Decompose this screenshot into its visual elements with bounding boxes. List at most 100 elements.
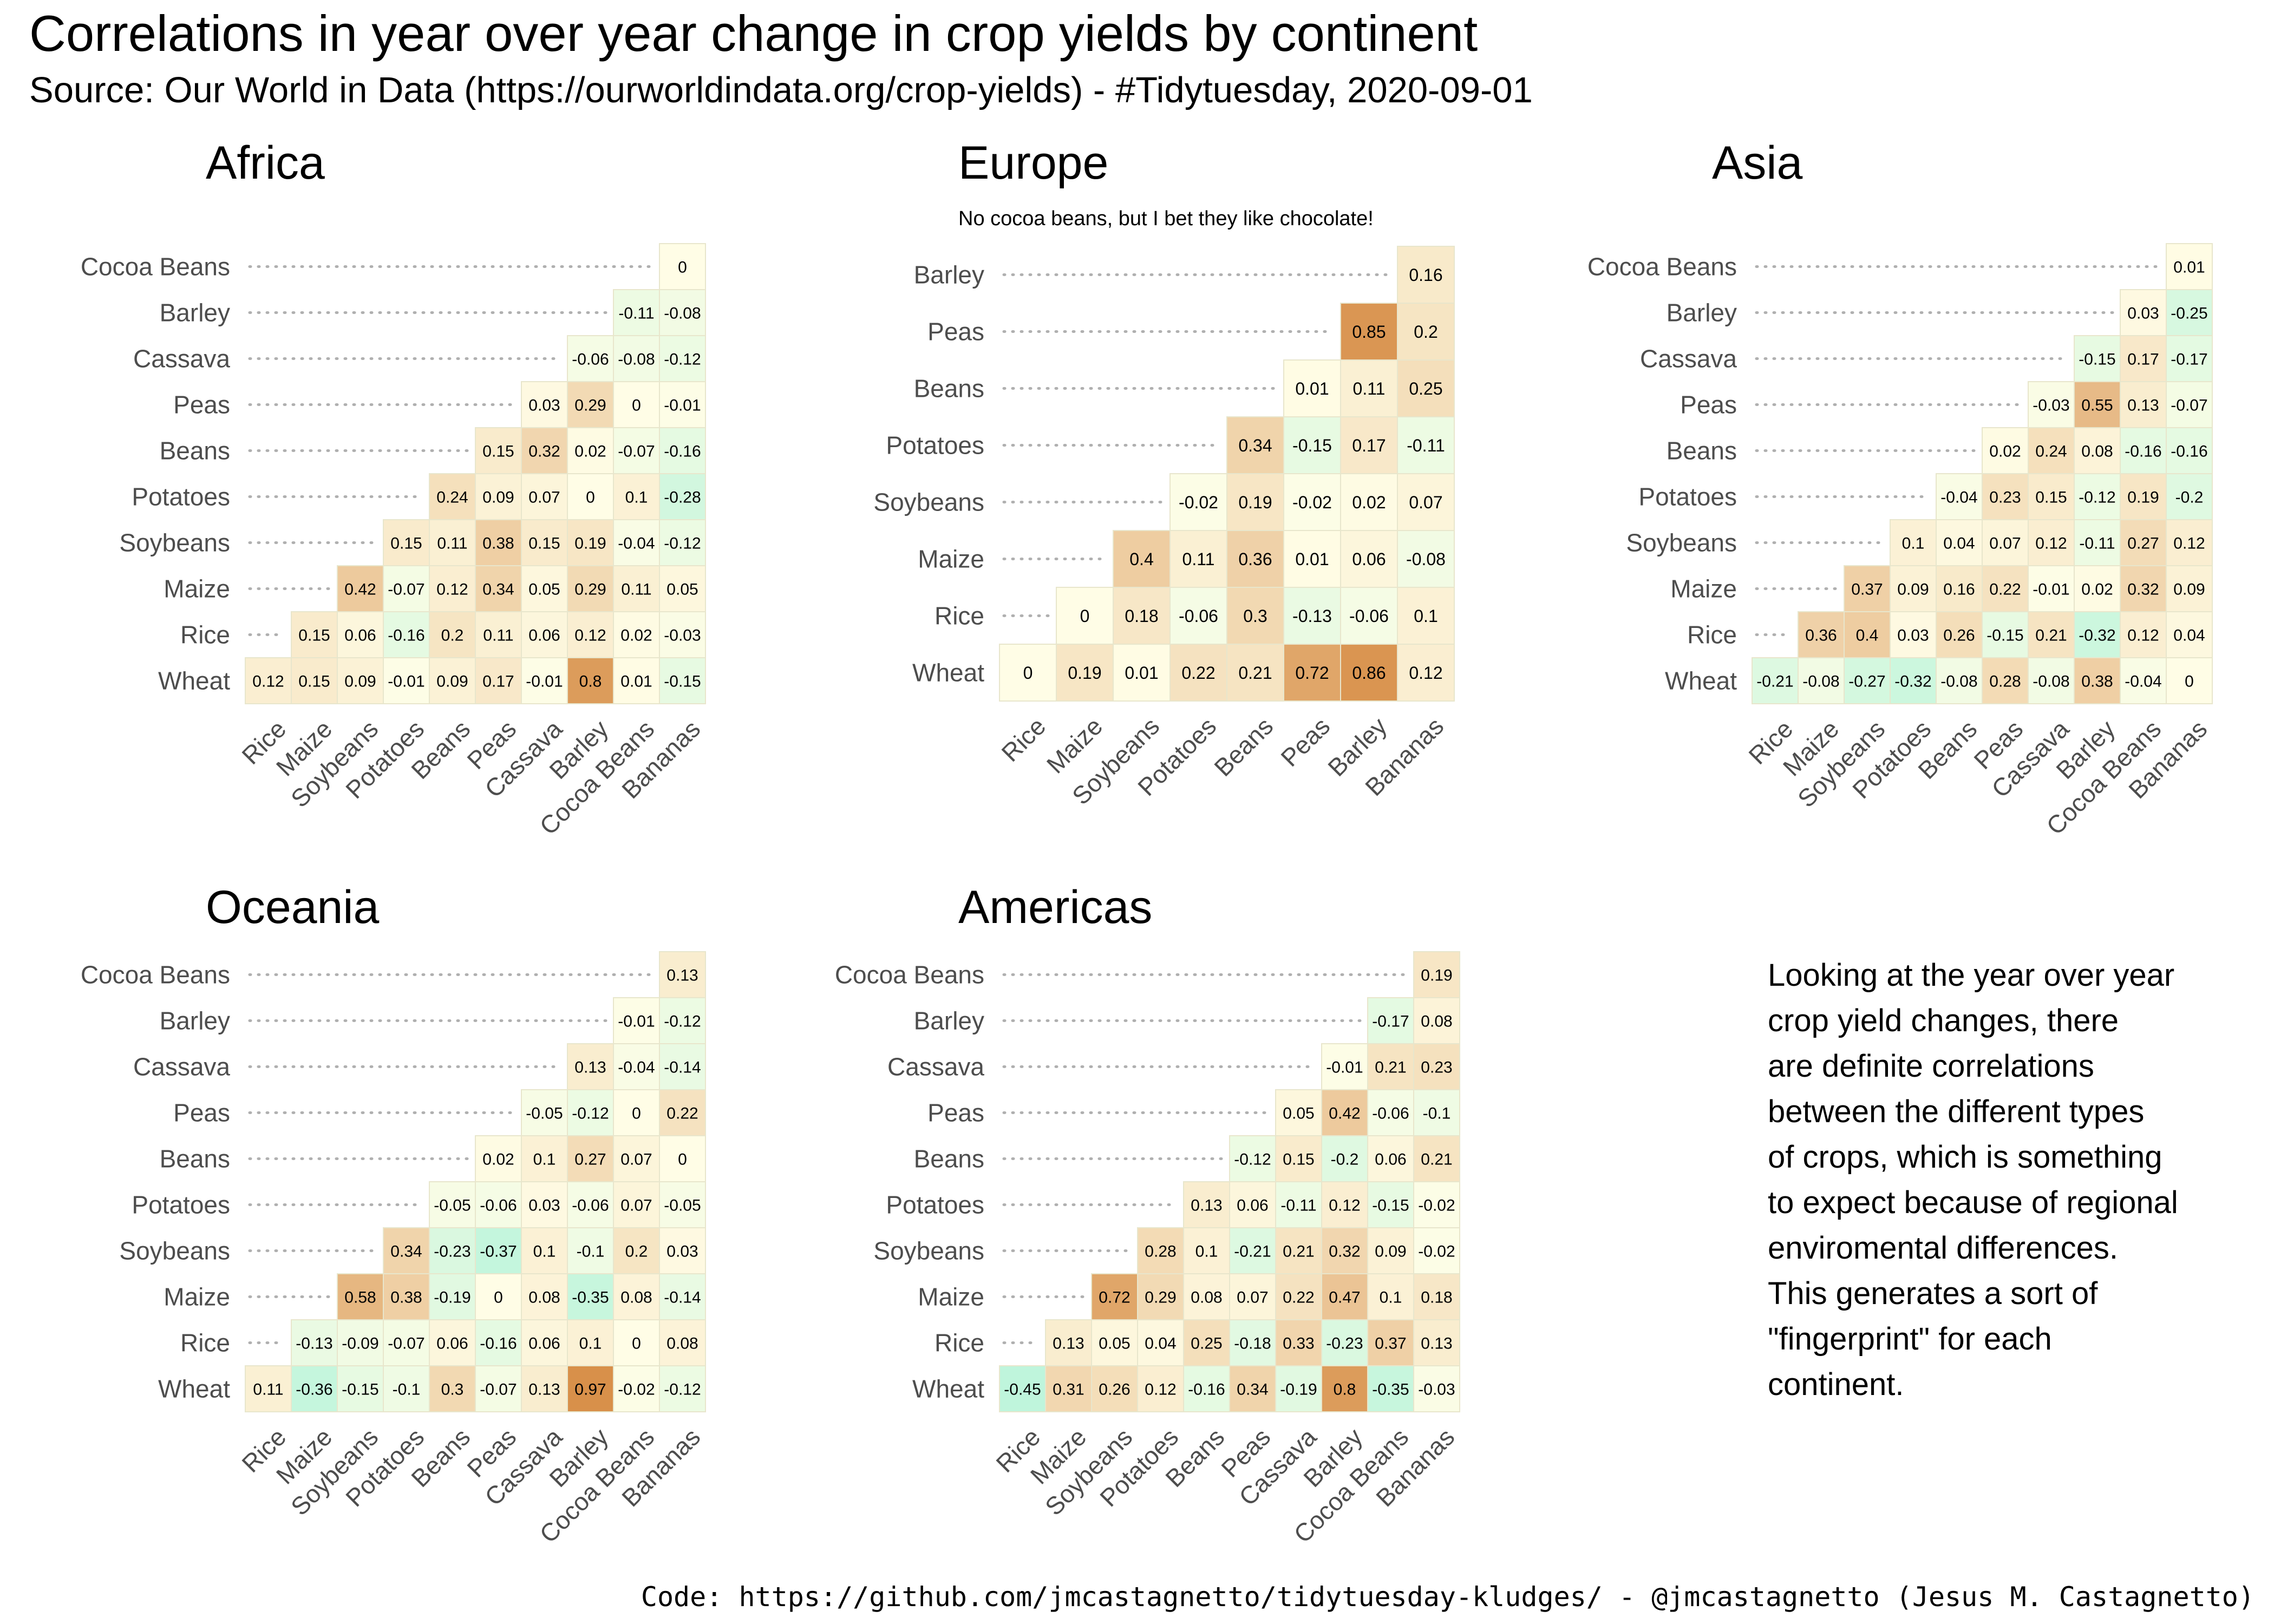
cell-value: -0.17 — [1372, 1012, 1409, 1030]
heatmap-cell — [1936, 565, 1983, 612]
heatmap-cell — [1936, 611, 1983, 658]
cell-value: 0.28 — [1145, 1242, 1176, 1260]
row-label: Peas — [927, 1099, 984, 1127]
cell-value: -0.18 — [1234, 1334, 1271, 1352]
cell-value: 0.1 — [625, 488, 648, 506]
row-label: Peas — [173, 391, 230, 419]
row-label: Barley — [914, 261, 984, 289]
cell-value: 0.29 — [574, 580, 606, 598]
row-label: Potatoes — [886, 431, 984, 460]
cell-value: -0.2 — [1331, 1150, 1359, 1168]
cell-value: 0.23 — [1989, 488, 2021, 506]
cell-value: 0.26 — [1943, 626, 1975, 644]
panel-title: Africa — [206, 137, 325, 189]
heatmap-cell — [521, 1135, 568, 1182]
heatmap-cell — [1798, 657, 1845, 704]
cell-value: 0.02 — [1989, 442, 2021, 460]
cell-value: 0.15 — [390, 534, 422, 552]
heatmap-cell — [383, 657, 430, 704]
cell-value: 0.05 — [1283, 1104, 1314, 1122]
cell-value: 0.21 — [1283, 1242, 1314, 1260]
cell-value: 0.19 — [1068, 663, 1101, 683]
cell-value: -0.08 — [664, 304, 701, 322]
cell-value: -0.15 — [1372, 1196, 1409, 1214]
cell-value: 0 — [2185, 672, 2194, 690]
heatmap-cell — [1982, 473, 2029, 520]
heatmap-cell — [659, 951, 706, 998]
heatmap-cell — [613, 1365, 660, 1412]
heatmap-cell — [659, 611, 706, 658]
heatmap-cell — [1752, 657, 1799, 704]
cell-value: -0.16 — [2171, 442, 2207, 460]
cell-value: -0.08 — [1802, 672, 1839, 690]
cell-value: 0.37 — [1851, 580, 1883, 598]
cell-value: 0 — [632, 1334, 641, 1352]
heatmap-cell — [2120, 519, 2167, 566]
cell-value: -0.01 — [388, 672, 424, 690]
cell-value: 0.72 — [1099, 1288, 1130, 1306]
heatmap-cell — [999, 644, 1057, 702]
heatmap-cell — [1056, 587, 1114, 645]
cell-value: 0.1 — [1414, 606, 1437, 626]
row-label: Peas — [927, 318, 984, 346]
cell-value: -0.36 — [296, 1380, 332, 1398]
cell-value: 0.12 — [2035, 534, 2067, 552]
heatmap-cell — [567, 657, 614, 704]
heatmap-cell — [659, 1319, 706, 1366]
cell-value: -0.06 — [572, 350, 609, 368]
heatmap-cell — [613, 611, 660, 658]
heatmap-cell — [1413, 1181, 1460, 1228]
cell-value: -0.15 — [1292, 436, 1332, 455]
row-label: Barley — [160, 299, 230, 327]
cell-value: 0.12 — [2173, 534, 2205, 552]
cell-value: 0.18 — [1125, 606, 1158, 626]
heatmap-cell — [2028, 519, 2075, 566]
cell-value: 0.13 — [574, 1058, 606, 1076]
heatmap-cell — [1340, 644, 1398, 702]
cell-value: 0.27 — [574, 1150, 606, 1168]
cell-value: 0.06 — [344, 626, 376, 644]
cell-value: 0.06 — [1237, 1196, 1268, 1214]
cell-value: 0.18 — [1421, 1288, 1452, 1306]
row-label: Wheat — [158, 667, 230, 695]
heatmap-cell — [567, 1319, 614, 1366]
cell-value: -0.01 — [1326, 1058, 1363, 1076]
heatmap-cell — [613, 381, 660, 428]
cell-value: -0.12 — [572, 1104, 609, 1122]
cell-value: 0.86 — [1352, 663, 1386, 683]
cell-value: 0.47 — [1329, 1288, 1360, 1306]
cell-value: 0.05 — [666, 580, 698, 598]
cell-value: 0.15 — [528, 534, 560, 552]
cell-value: -0.12 — [1234, 1150, 1271, 1168]
cell-value: 0.15 — [298, 626, 330, 644]
heatmap-cell — [1045, 1365, 1092, 1412]
column-label: Beans — [1208, 712, 1278, 782]
cell-value: -0.12 — [664, 1012, 701, 1030]
row-label: Barley — [1667, 299, 1737, 327]
heatmap-cell — [567, 427, 614, 474]
heatmap-cell — [1397, 303, 1455, 361]
cell-value: 0.31 — [1053, 1380, 1084, 1398]
row-label: Soybeans — [119, 1237, 230, 1265]
heatmap-cell — [429, 1273, 476, 1320]
row-label: Cassava — [887, 1053, 984, 1081]
heatmap-cell — [1340, 416, 1398, 474]
cell-value: -0.02 — [1418, 1196, 1455, 1214]
row-label: Cassava — [1640, 345, 1737, 373]
cell-value: -0.03 — [2033, 396, 2069, 414]
heatmap-cell — [475, 1319, 522, 1366]
cell-value: -0.07 — [480, 1380, 517, 1398]
cell-value: 0.06 — [528, 1334, 560, 1352]
cell-value: -0.15 — [2079, 350, 2115, 368]
heatmap-cell — [1367, 1273, 1414, 1320]
heatmap-cell — [1397, 416, 1455, 474]
heatmap-cell — [1340, 303, 1398, 361]
cell-value: -0.2 — [2175, 488, 2204, 506]
row-label: Maize — [164, 1283, 230, 1311]
panel-oceania: Oceania Cocoa Beans 0.13 Barley -0.01 -0.12 Ca… — [81, 881, 706, 1548]
heatmap-cell — [1169, 644, 1227, 702]
cell-value: 0.06 — [1375, 1150, 1406, 1168]
cell-value: -0.07 — [2171, 396, 2207, 414]
heatmap-cell — [613, 1089, 660, 1136]
heatmap-cell — [1321, 1181, 1368, 1228]
